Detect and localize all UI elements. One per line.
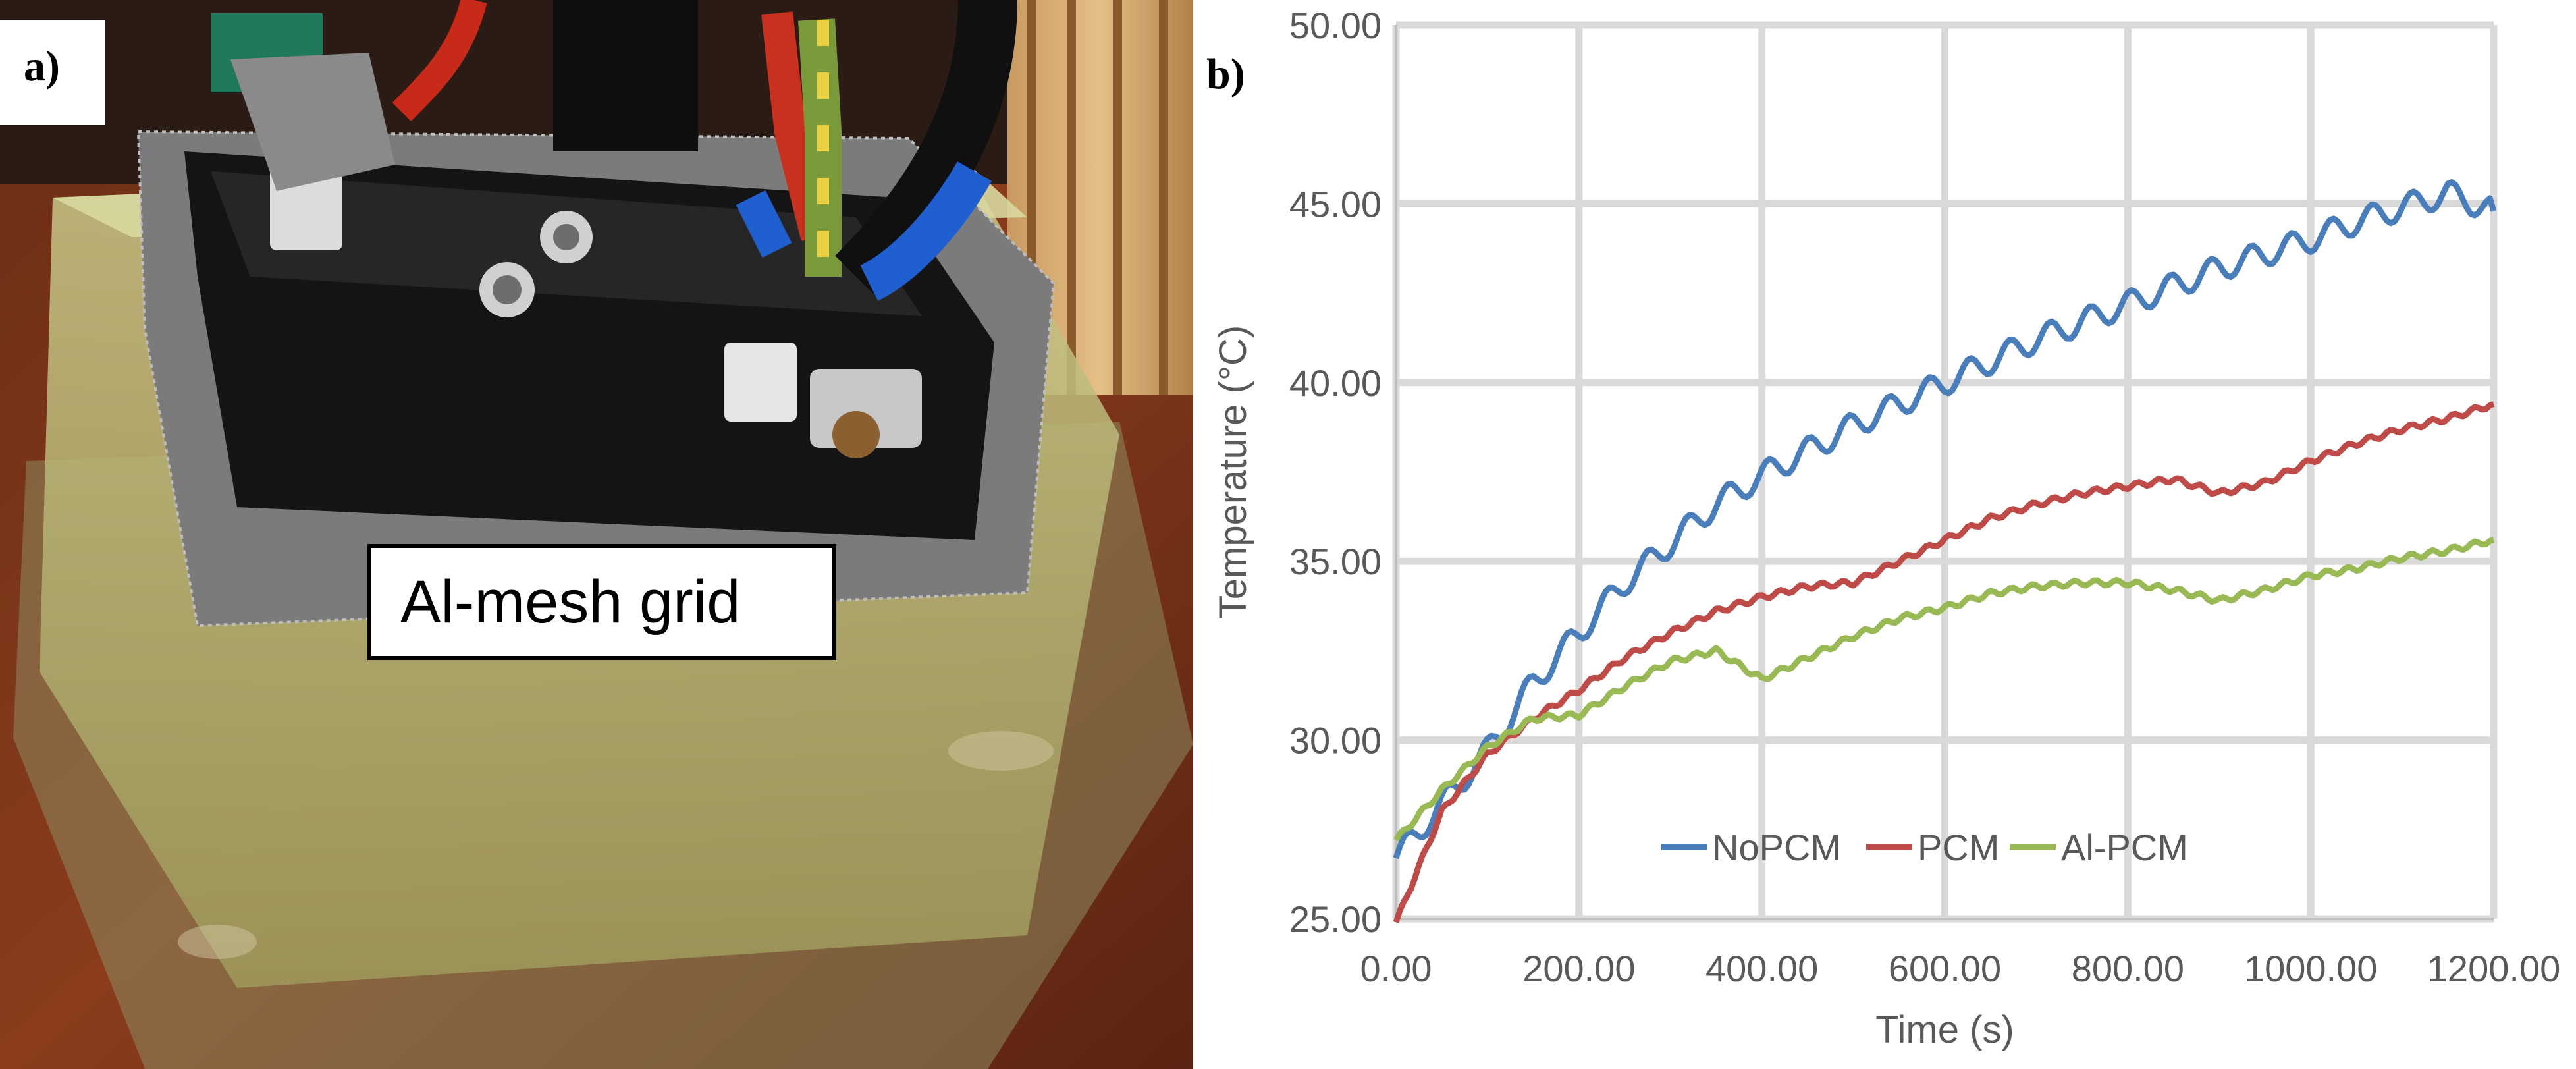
y-tick-label: 45.00: [1289, 183, 1382, 225]
temperature-chart: 25.00 30.00 35.00 40.00 45.00 50.00 0.00 200.00…: [1212, 5, 2560, 1051]
x-tick-label: 800.00: [2072, 948, 2184, 989]
panel-a: a) Al-mesh grid: [0, 0, 1193, 1069]
y-tick-label: 50.00: [1289, 5, 1382, 46]
al-mesh-callout: Al-mesh grid: [367, 544, 836, 660]
legend-label-al-pcm: Al-PCM: [2061, 827, 2188, 868]
series-line-pcm: [1393, 401, 2495, 923]
panel-a-label-background: [0, 20, 105, 125]
x-tick-label: 200.00: [1522, 948, 1635, 989]
x-tick-label: 1000.00: [2244, 948, 2377, 989]
x-tick-label: 400.00: [1705, 948, 1818, 989]
x-tick-label: 1200.00: [2427, 948, 2560, 989]
x-tick-label: 0.00: [1360, 948, 1432, 989]
y-tick-label: 35.00: [1289, 541, 1382, 582]
panel-b-label: b): [1206, 50, 1245, 98]
legend-label-pcm: PCM: [1918, 827, 1999, 868]
series-line-nopcm: [1393, 179, 2497, 860]
battery-photo: [0, 0, 1193, 1069]
y-axis-title: Temperature (°C): [1212, 325, 1254, 618]
legend-label-nopcm: NoPCM: [1712, 827, 1841, 868]
y-tick-label: 30.00: [1289, 720, 1382, 761]
y-tick-label: 40.00: [1289, 362, 1382, 404]
y-tick-label: 25.00: [1289, 898, 1382, 940]
x-axis-title: Time (s): [1875, 1008, 2014, 1051]
al-mesh-callout-text: Al-mesh grid: [400, 568, 741, 636]
series-line-al-pcm: [1393, 537, 2495, 842]
x-tick-label: 600.00: [1889, 948, 2001, 989]
panel-b: b) 25.00 30.00 35.00 40.00 45.00 50.00 0.00 200…: [1193, 0, 2576, 1069]
panel-a-label: a): [24, 42, 60, 90]
